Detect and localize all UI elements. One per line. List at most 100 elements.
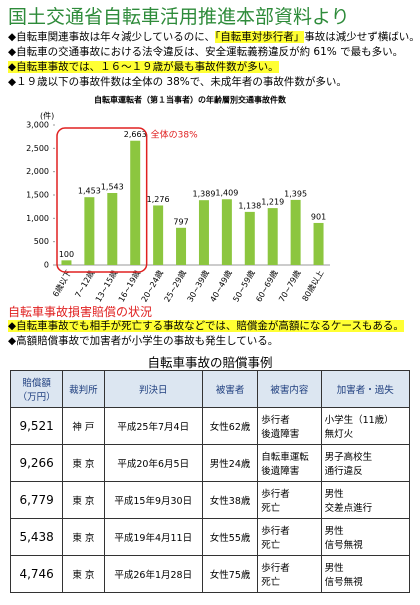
table-cell: 歩行者 後遺障害 — [257, 407, 322, 445]
value-label: 901 — [311, 212, 326, 221]
bullet: ◆自転車関連事故は年々減少しているのに、「自転車対歩行者」事故は減少せず横ばい。 — [8, 30, 420, 45]
table-cell: 女性75歳 — [201, 555, 259, 593]
table-row: 賠償額 （万円） 裁判所 判決日 被害者 被害内容 加害者・過失 — [9, 370, 411, 408]
value-label: 797 — [173, 217, 188, 226]
table-cell: 女性55歳 — [201, 518, 259, 556]
x-tick-label: 80歳以上 — [300, 268, 326, 303]
value-label: 1,453 — [78, 187, 101, 196]
bullet: ◆高額賠償事故で加害者が小学生の事故も発生している。 — [8, 335, 279, 347]
bullet: ◆自転車事故でも相手が死亡する事故などでは、賠償金が高額になるケースもある。 — [8, 319, 404, 334]
table-cell: 男性 信号無視 — [320, 555, 411, 593]
table-cell: 女性62歳 — [201, 407, 259, 445]
value-label: 1,219 — [261, 198, 284, 207]
bar — [221, 199, 232, 265]
highlight: ◆自転車事故でも相手が死亡する事故などでは、賠償金が高額になるケースもある。 — [8, 320, 404, 332]
value-label: 2,663 — [124, 130, 147, 139]
table-cell: 平成20年6月5日 — [103, 444, 203, 482]
text: ◆自転車関連事故は年々減少しているのに、 — [8, 31, 215, 43]
y-tick-label: 2,500 — [26, 144, 49, 153]
table-row: 4,746 東 京平成26年1月28日 女性75歳 歩行者 死亡 男性 信号無視 — [9, 555, 411, 593]
table-cell: 女性38歳 — [201, 481, 259, 519]
table-cell: 東 京 — [62, 444, 105, 482]
table-row: 9,266 東 京平成20年6月5日 男性24歳 自転車運転 後遺障害 男子高校生 通行… — [9, 444, 411, 482]
table-cell: 男性24歳 — [201, 444, 259, 482]
table-cell: 男子高校生 通行違反 — [320, 444, 411, 482]
x-tick-label: 20~24歳 — [139, 268, 165, 303]
x-tick-label: 13~15歳 — [93, 268, 119, 303]
value-label: 1,276 — [147, 195, 170, 204]
highlight: ◆自転車事故では、１６～１９歳が最も事故件数が多い。 — [8, 61, 279, 73]
value-label: 1,409 — [215, 189, 238, 198]
table-cell: 4,746 — [9, 555, 64, 593]
chart-title: 自転車運転者（第１当事者）の年齢層別交通事故件数 — [94, 95, 287, 105]
section-title: 自転車事故損害賠償の状況 — [8, 305, 153, 319]
x-tick-label: 16~19歳 — [116, 268, 142, 303]
table-cell: 男性 交差点進行 — [320, 481, 411, 519]
x-tick-label: 6歳以下 — [50, 268, 73, 298]
chart: 自転車運転者（第１当事者）の年齢層別交通事故件数 (件) 0 500 1,000 1,… — [26, 95, 330, 304]
x-tick-label: 30~39歳 — [185, 268, 211, 303]
y-tick-label: 500 — [34, 237, 49, 246]
table-cell: 6,779 — [9, 481, 64, 519]
table-row: 9,521 神 戸平成25年7月4日 女性62歳 歩行者 後遺障害 小学生（11歳） 無… — [9, 407, 411, 445]
x-tick-label: 25~29歳 — [162, 268, 188, 303]
table-row: 6,779 東 京平成15年9月30日 女性38歳 歩行者 死亡 男性 交差点進行 — [9, 481, 411, 519]
bar — [313, 222, 324, 265]
bar — [198, 200, 209, 265]
table-cell: 5,438 — [9, 518, 64, 556]
x-tick-label: 50~59歳 — [230, 268, 256, 303]
table-cell: 平成15年9月30日 — [103, 481, 203, 519]
highlight: 「自転車対歩行者」 — [214, 31, 305, 43]
table-cell: 平成26年1月28日 — [103, 555, 203, 593]
title: 国土交通省自転車活用推進本部資料より — [8, 6, 350, 28]
bar — [176, 227, 187, 265]
table-cell: 東 京 — [62, 555, 105, 593]
value-label: 1,543 — [101, 182, 124, 191]
table: 賠償額 （万円） 裁判所 判決日 被害者 被害内容 加害者・過失 9,521 神 戸平成25年… — [9, 370, 411, 593]
table-cell: 被害者 — [201, 370, 259, 408]
y-tick-label: 0 — [44, 261, 49, 270]
table-cell: 賠償額 （万円） — [9, 370, 64, 408]
value-label: 1,138 — [238, 201, 261, 210]
table-cell: 東 京 — [62, 481, 105, 519]
table-cell: 判決日 — [103, 370, 203, 408]
y-tick-label: 2,000 — [26, 167, 49, 176]
table-cell: 平成25年7月4日 — [103, 407, 203, 445]
table-title: 自転車事故の賠償事例 — [147, 355, 273, 370]
bar — [290, 199, 301, 265]
bar — [84, 197, 95, 265]
y-tick-label: 1,500 — [26, 191, 49, 200]
table-cell: 9,266 — [9, 444, 64, 482]
table-row: 5,438 東 京平成19年4月11日 女性55歳 歩行者 死亡 男性 信号無視 — [9, 518, 411, 556]
bar — [244, 211, 255, 265]
highlight-box — [56, 127, 148, 273]
value-label: 1,395 — [284, 189, 307, 198]
text: 事故は減少せず横ばい。 — [304, 31, 420, 43]
table-cell: 被害内容 — [257, 370, 322, 408]
bar — [61, 260, 72, 265]
bullet: ◆自転車の交通事故における法令違反は、安全運転義務違反が約 61% で最も多い。 — [8, 46, 404, 58]
table-cell: 神 戸 — [62, 407, 105, 445]
bullet: ◆１９歳以下の事故件数は全体の 38%で、未成年者の事故件数が多い。 — [8, 76, 347, 88]
annotation: 全体の38% — [151, 129, 198, 141]
y-tick-label: 3,000 — [26, 121, 49, 130]
table-cell: 歩行者 死亡 — [257, 481, 322, 519]
table-cell: 東 京 — [62, 518, 105, 556]
table-cell: 加害者・過失 — [320, 370, 411, 408]
table-cell: 9,521 — [9, 407, 64, 445]
table-cell: 小学生（11歳） 無灯火 — [320, 407, 411, 445]
table-cell: 自転車運転 後遺障害 — [257, 444, 322, 482]
bar — [130, 140, 141, 265]
table-cell: 歩行者 死亡 — [257, 555, 322, 593]
table-cell: 裁判所 — [62, 370, 105, 408]
x-tick-label: 7~12歳 — [73, 268, 97, 299]
table-cell: 歩行者 死亡 — [257, 518, 322, 556]
value-label: 100 — [59, 250, 74, 259]
x-tick-label: 70~79歳 — [276, 268, 302, 303]
table-cell: 男性 信号無視 — [320, 518, 411, 556]
value-label: 1,389 — [193, 190, 216, 199]
bar — [107, 192, 118, 265]
x-tick-label: 40~49歳 — [208, 268, 234, 303]
bar — [153, 205, 164, 265]
